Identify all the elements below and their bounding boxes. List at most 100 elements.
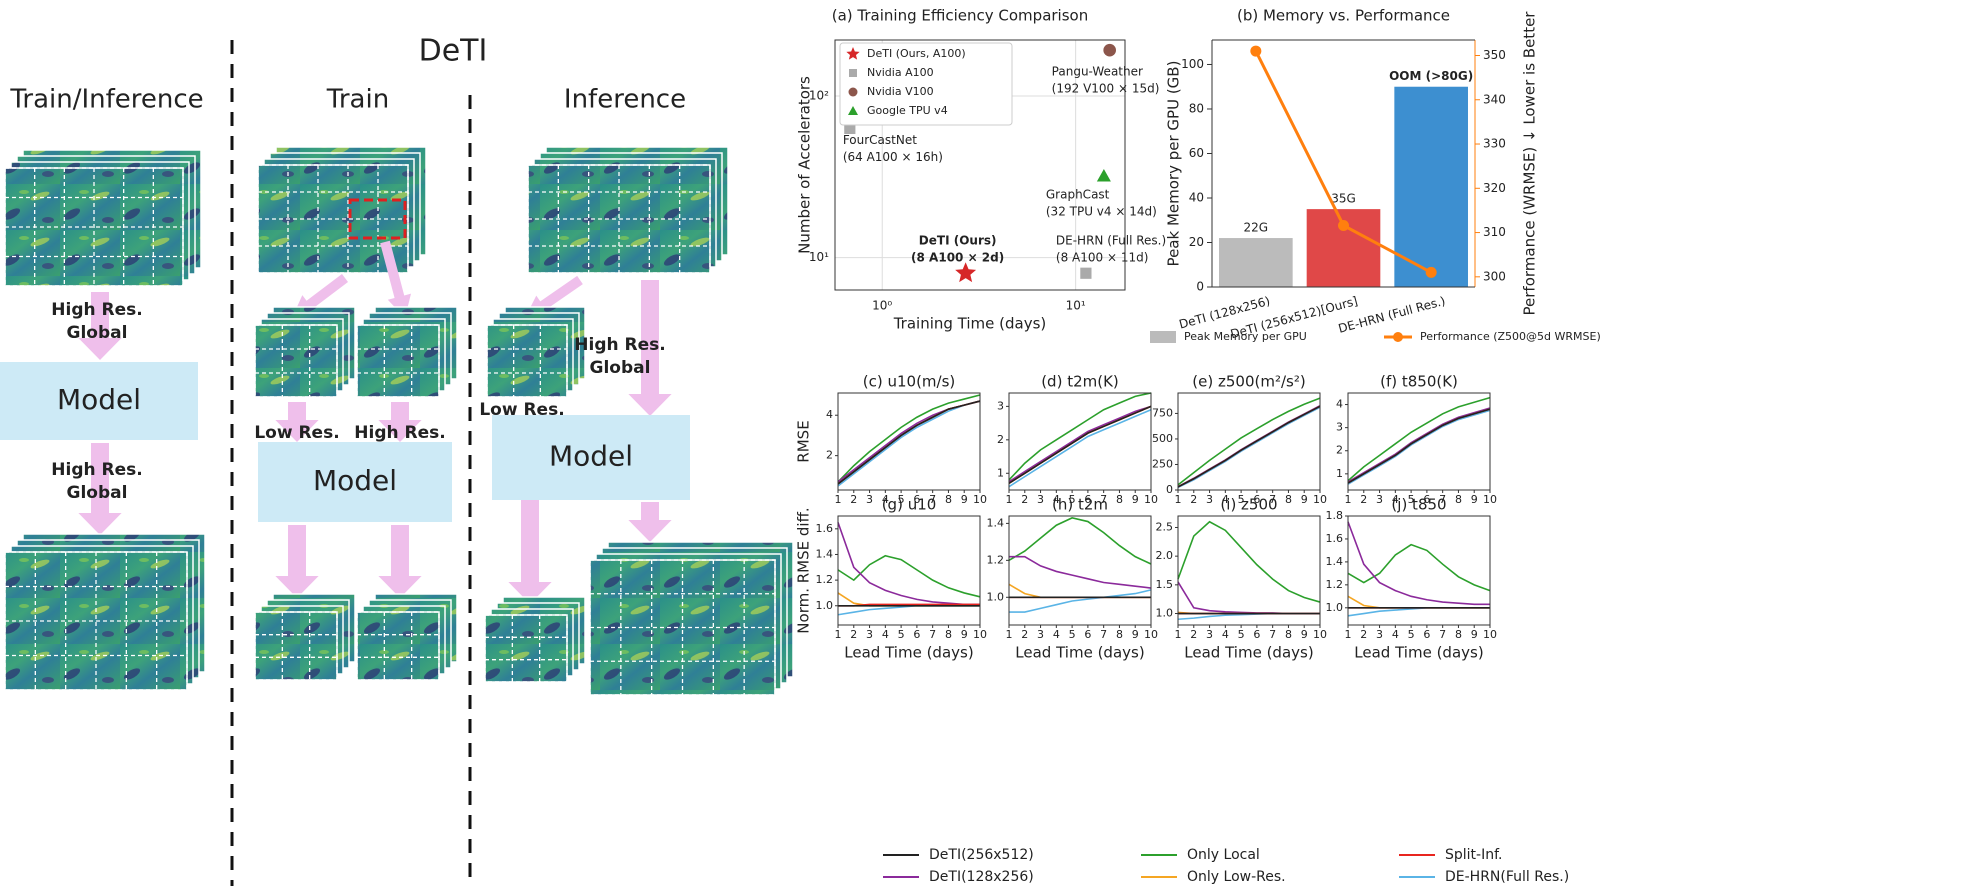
- image-border: [589, 559, 776, 696]
- x-tick-label: 9: [961, 493, 968, 506]
- y2-tick-label: 340: [1483, 92, 1506, 106]
- x-tick-label: 10: [1483, 493, 1497, 506]
- point: [1103, 43, 1116, 57]
- x-tick-label: 4: [1053, 628, 1060, 641]
- plot-frame: [1177, 515, 1321, 626]
- x-tick-label: 5: [898, 628, 905, 641]
- legend-label: DeTI (Ours, A100): [867, 47, 966, 60]
- plot-frame: [837, 392, 981, 491]
- arrow: [378, 402, 422, 442]
- chart-title: (g) u10: [882, 496, 937, 514]
- x-tick-label: 8: [1285, 493, 1292, 506]
- point: [1338, 219, 1349, 231]
- x-tick-label: 9: [1301, 628, 1308, 641]
- y-tick-label: 2: [1336, 444, 1343, 457]
- x-tick-label: 3: [866, 628, 873, 641]
- y-tick-label: 0: [1196, 280, 1204, 294]
- plot-frame: [1177, 392, 1321, 491]
- image-stack: [356, 306, 458, 398]
- line: [1177, 406, 1321, 489]
- y-tick-label: 1.0: [987, 590, 1005, 603]
- diagram-title: DeTI: [419, 34, 488, 69]
- point-annotation: (8 A100 × 2d): [911, 251, 1004, 265]
- diagram: DeTI Train/Inference Train Inference Hig…: [0, 34, 794, 886]
- arrow: [380, 240, 412, 318]
- point: [1425, 266, 1437, 278]
- y-tick-label: 1.6: [816, 522, 834, 535]
- y-tick-label: 20: [1189, 235, 1204, 249]
- x-tick-label: 9: [1301, 493, 1308, 506]
- chart-title: (b) Memory vs. Performance: [1237, 7, 1450, 25]
- point-annotation: (8 A100 × 11d): [1056, 251, 1149, 265]
- x-tick-label: 1: [1175, 493, 1182, 506]
- point-annotation: Pangu-Weather: [1052, 65, 1143, 79]
- point: [849, 69, 857, 77]
- x-tick-label: 10¹: [1066, 299, 1086, 313]
- y-tick-label: 1: [997, 466, 1004, 479]
- y-tick-label: 1.4: [816, 547, 834, 560]
- point: [1096, 168, 1111, 182]
- legend-marker: [1393, 332, 1403, 342]
- arrow: [275, 402, 319, 442]
- image-border: [4, 551, 188, 691]
- image-stack: [254, 306, 356, 398]
- image-stack: [589, 541, 794, 696]
- line: [1008, 405, 1152, 484]
- legend-label: Nvidia V100: [867, 85, 934, 98]
- x-tick-label: 6: [1084, 493, 1091, 506]
- y-tick-label: 4: [826, 408, 833, 421]
- point-annotation: (32 TPU v4 × 14d): [1046, 204, 1157, 218]
- line: [837, 554, 981, 598]
- point: [1080, 267, 1092, 279]
- flow-label: High Res.: [574, 335, 665, 355]
- flow-label: Low Res.: [254, 423, 339, 443]
- legend-label: Only Local: [1187, 847, 1260, 863]
- line: [1347, 409, 1491, 485]
- image-stack: [484, 596, 586, 683]
- image-stack: [4, 149, 202, 287]
- point-annotation: (64 A100 × 16h): [843, 150, 943, 164]
- line: [1347, 396, 1491, 482]
- y-axis-label: Number of Accelerators: [796, 76, 814, 254]
- bar-value-label: 35G: [1331, 192, 1356, 206]
- image-stack: [527, 146, 729, 274]
- x-tick-label: 1: [1006, 628, 1013, 641]
- line: [1008, 392, 1152, 481]
- x-tick-label: 10: [1144, 628, 1158, 641]
- x-tick-label: 7: [1100, 628, 1107, 641]
- x-tick-label: 3: [1206, 493, 1213, 506]
- x-tick-label: 4: [1222, 493, 1229, 506]
- plot-frame: [834, 39, 1126, 291]
- flow-label: Global: [67, 323, 128, 343]
- x-tick-label: 2: [1021, 628, 1028, 641]
- x-tick-label: 6: [1084, 628, 1091, 641]
- bar: [1394, 86, 1468, 287]
- x-tick-label: 9: [1471, 628, 1478, 641]
- y-tick-label: 500: [1152, 432, 1173, 445]
- legend-label: Nvidia A100: [867, 66, 934, 79]
- flow-label: High Res.: [51, 300, 142, 320]
- image-layer: [356, 611, 440, 681]
- charts: 10⁰ 10¹ 10¹ 10² (a) Training Efficiency Comp…: [795, 7, 1601, 886]
- bar-value-label: 22G: [1244, 221, 1269, 235]
- y-tick-label: 1.0: [1326, 601, 1344, 614]
- x-tick-label: 8: [1116, 628, 1123, 641]
- image-border: [486, 324, 568, 398]
- image-border: [484, 614, 568, 683]
- line: [1177, 397, 1321, 486]
- model-box: [258, 442, 452, 522]
- image-stack: [257, 146, 427, 274]
- chart-title: (d) t2m(K): [1041, 373, 1119, 391]
- y-tick-label: 1.6: [1326, 532, 1344, 545]
- chart-title: (i) z500: [1220, 496, 1277, 514]
- image-layer: [484, 614, 568, 683]
- line: [837, 604, 980, 616]
- y-tick-label: 1.8: [1326, 509, 1344, 522]
- y-tick-label: 1.5: [1156, 578, 1174, 591]
- x-tick-label: 9: [1132, 628, 1139, 641]
- line: [837, 400, 981, 485]
- y-tick-label: 0: [1166, 483, 1173, 496]
- image-layer: [486, 324, 568, 398]
- point-annotation: DE-HRN (Full Res.): [1056, 234, 1166, 248]
